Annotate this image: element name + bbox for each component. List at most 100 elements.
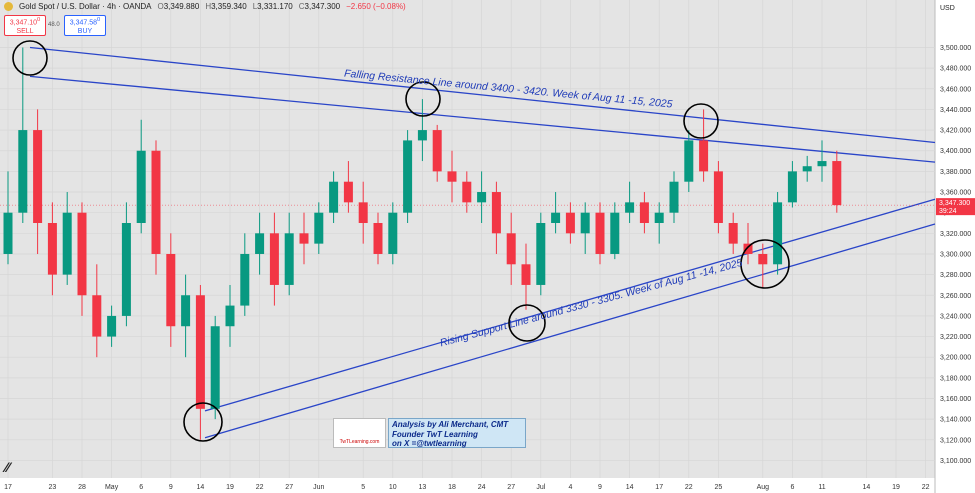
candle-body <box>92 295 102 337</box>
sup: 0 <box>37 17 41 23</box>
candle-body <box>491 192 501 234</box>
x-tick-label: 9 <box>169 484 173 491</box>
ohlc: L3,331.170 <box>253 2 293 11</box>
note-line: Founder TwT Learning <box>392 429 478 439</box>
label: BUY <box>77 28 93 36</box>
value: 3,331.170 <box>257 2 293 11</box>
candle-body <box>506 233 516 265</box>
candle-body <box>565 212 575 234</box>
candle-body <box>255 233 265 254</box>
x-tick-label: 4 <box>568 484 572 491</box>
highlight-circle <box>740 239 790 289</box>
candle-body <box>639 202 649 223</box>
candle-body <box>595 212 605 254</box>
y-tick-label: 3,240.000 <box>940 313 971 320</box>
countdown: 39:24 <box>939 208 957 215</box>
x-tick-label: 19 <box>892 484 900 491</box>
tv-logo: ⁄⁄ <box>2 459 12 475</box>
y-tick-label: 3,300.000 <box>940 251 971 258</box>
candle-body <box>240 253 250 306</box>
logo-text: TwTLearning.com <box>339 439 380 445</box>
trend-line <box>204 223 936 439</box>
highlight-circle <box>683 103 719 139</box>
trend-line <box>29 46 936 144</box>
note: Analysis by Ali Merchant, CMT Founder Tw… <box>388 418 526 448</box>
last-price-tag <box>936 198 975 216</box>
symbol: Gold Spot / U.S. Dollar · 4h · OANDA <box>19 2 152 11</box>
candle-body <box>580 212 590 234</box>
candle-body <box>18 130 28 213</box>
price: 3,347.10 <box>9 19 37 27</box>
candle-body <box>728 222 738 244</box>
candle-body <box>551 212 561 223</box>
x-tick-label: Aug <box>757 484 770 491</box>
sell-button[interactable]: 3,347.100 SELL <box>4 15 46 36</box>
y-tick-label: 3,320.000 <box>940 231 971 238</box>
x-tick-label: Jul <box>536 484 545 491</box>
y-tick-label: 3,280.000 <box>940 272 971 279</box>
candle-body <box>521 264 531 285</box>
currency: USD <box>940 5 955 12</box>
candle-body <box>225 305 235 327</box>
candle-body <box>47 222 57 275</box>
candle-body <box>136 150 146 223</box>
value: 3,347.300 <box>304 2 341 11</box>
x-tick-label: 5 <box>361 484 365 491</box>
x-tick-label: 24 <box>478 484 486 491</box>
trend-line <box>29 75 936 163</box>
x-tick-label: 14 <box>863 484 871 491</box>
candle-body <box>462 181 472 203</box>
price-axis <box>935 0 975 493</box>
candle-body <box>817 161 827 167</box>
y-tick-label: 3,180.000 <box>940 375 971 382</box>
y-tick-label: 3,220.000 <box>940 334 971 341</box>
candle-body <box>388 212 398 254</box>
buy-button[interactable]: 3,347.580 BUY <box>64 15 106 36</box>
candle-body <box>210 326 220 409</box>
x-tick-label: Jun <box>313 484 324 491</box>
candle-body <box>121 222 131 316</box>
y-tick-label: 3,200.000 <box>940 355 971 362</box>
y-tick-label: 3,460.000 <box>940 86 971 93</box>
x-tick-label: May <box>105 484 119 491</box>
x-tick-label: 28 <box>78 484 86 491</box>
note-line: on X =@twtlearning <box>392 439 467 448</box>
y-tick-label: 3,480.000 <box>940 66 971 73</box>
last-price-label: 3,347.300 <box>939 200 970 207</box>
ohlc: H3,359.340 <box>205 2 246 11</box>
candle-body <box>373 222 383 254</box>
candle-body <box>625 202 635 213</box>
candle-body <box>654 212 664 223</box>
candle-body <box>343 181 353 203</box>
candle-body <box>62 212 72 275</box>
ohlc: O3,349.880 <box>158 2 200 11</box>
x-tick-label: 22 <box>256 484 264 491</box>
candle-body <box>432 130 442 172</box>
candle-body <box>447 171 457 182</box>
highlight-circle <box>12 40 48 76</box>
label: O <box>157 2 164 11</box>
header: Gold Spot / U.S. Dollar · 4h · OANDA O3,… <box>4 2 406 11</box>
time-axis <box>0 478 935 493</box>
x-tick-label: 9 <box>598 484 602 491</box>
highlight-circle <box>508 304 546 342</box>
y-tick-label: 3,420.000 <box>940 128 971 135</box>
x-tick-label: 18 <box>448 484 456 491</box>
y-tick-label: 3,100.000 <box>940 458 971 465</box>
label: H <box>205 2 212 11</box>
x-tick-label: 14 <box>626 484 634 491</box>
candle-body <box>669 181 679 213</box>
x-tick-label: 27 <box>285 484 293 491</box>
x-tick-label: 13 <box>419 484 427 491</box>
ohlc: C3,347.300 <box>299 2 340 11</box>
candle-body <box>699 140 709 172</box>
candle-body <box>166 253 176 327</box>
logo: TwTLearning.com <box>333 418 386 448</box>
sup: 0 <box>97 17 101 23</box>
y-tick-label: 3,260.000 <box>940 293 971 300</box>
candle-body <box>329 181 339 213</box>
candle-body <box>787 171 797 203</box>
x-tick-label: 22 <box>685 484 693 491</box>
trend-line <box>204 198 936 412</box>
